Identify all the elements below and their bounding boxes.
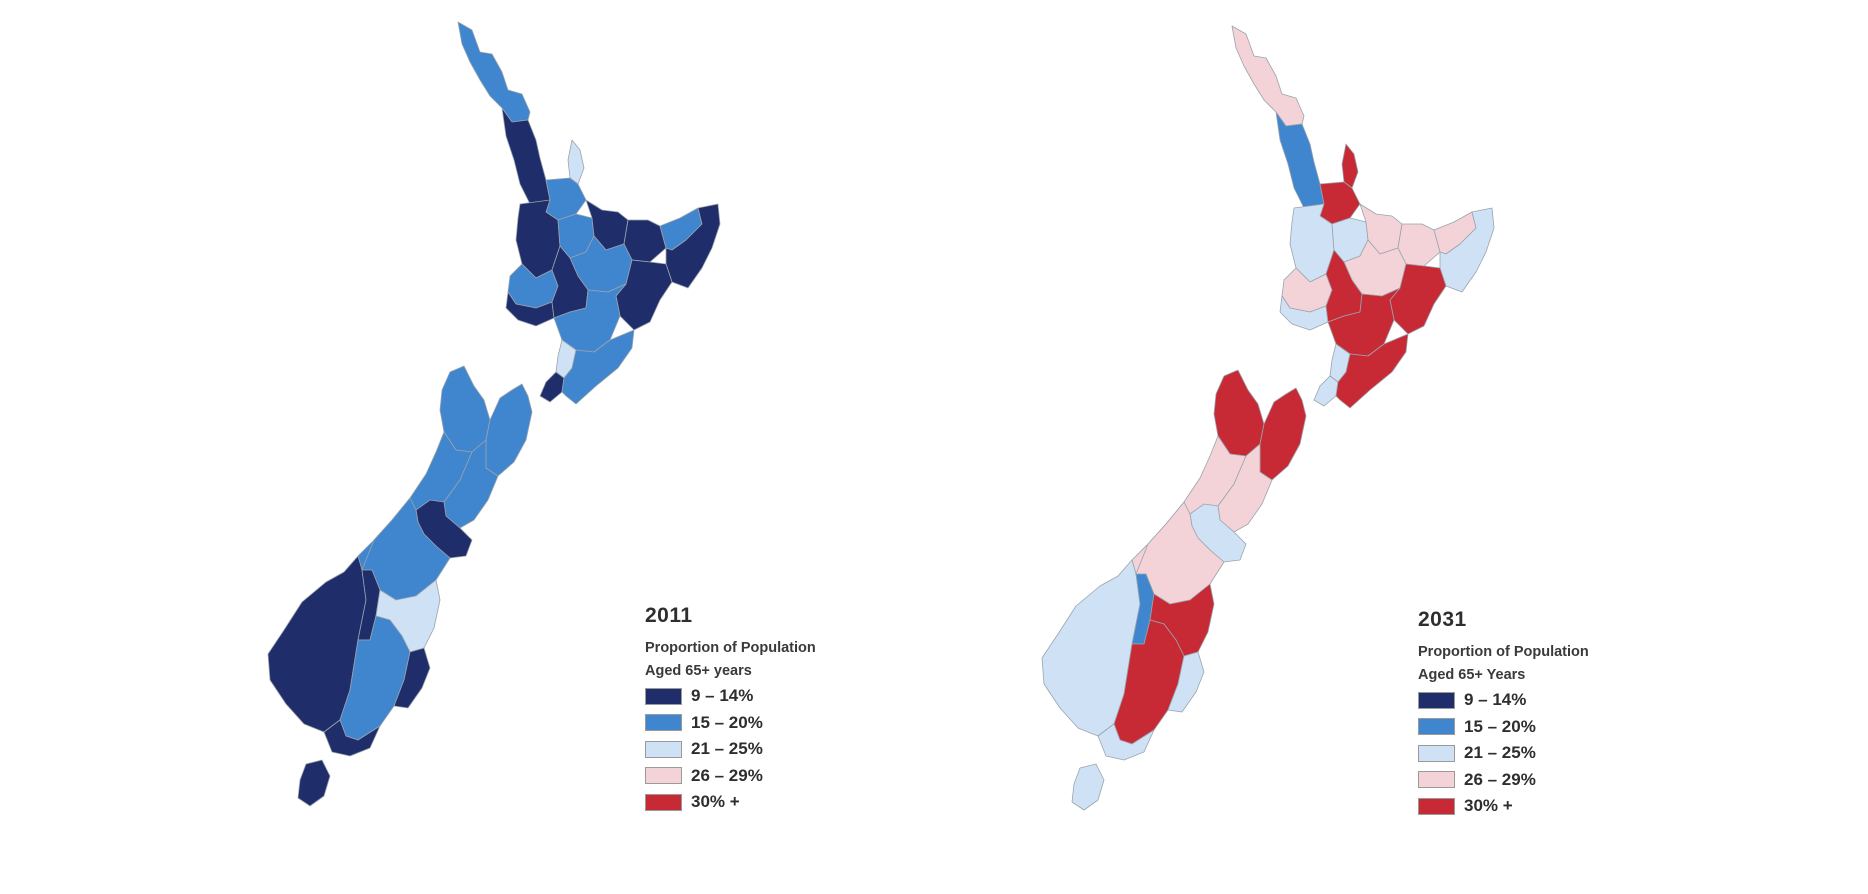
legend-item: 9 – 14% [1418, 687, 1589, 714]
legend-subtitle-line1: Proportion of Population [645, 640, 816, 656]
region-wairarapa [561, 329, 635, 405]
region-southland [1097, 723, 1155, 761]
region-coromandel [567, 139, 585, 185]
legend-subtitle-line2: Aged 65+ years [645, 663, 752, 679]
swatch-15-20 [645, 714, 682, 732]
nz-map-2011 [267, 21, 721, 807]
region-hauraki [545, 177, 587, 221]
region-marlborough [485, 383, 533, 477]
swatch-30-plus [1418, 797, 1455, 815]
nz-map-2031 [1041, 25, 1495, 811]
legend-item: 26 – 29% [645, 763, 816, 790]
region-wellington [1313, 375, 1339, 407]
swatch-9-14 [1418, 691, 1455, 709]
legend-label: 9 – 14% [1464, 690, 1527, 710]
legend-label: 15 – 20% [1464, 716, 1536, 736]
region-northland [457, 21, 531, 123]
legend-label: 9 – 14% [691, 686, 754, 706]
region-northland [1231, 25, 1305, 127]
legend-label: 30% + [691, 792, 740, 812]
legend-subtitle-line2: Aged 65+ Years [1418, 667, 1526, 683]
region-stewart-island [297, 759, 331, 807]
legend-subtitle-line1: Proportion of Population [1418, 644, 1589, 660]
legend-item: 30% + [645, 789, 816, 816]
map-2011 [240, 0, 880, 840]
region-wellington [539, 371, 565, 403]
region-dunedin [1167, 651, 1205, 713]
swatch-26-29 [1418, 771, 1455, 789]
region-central-otago [1113, 619, 1185, 745]
swatch-30-plus [645, 793, 682, 811]
region-coromandel [1341, 143, 1359, 189]
region-southland [323, 719, 381, 757]
region-central-otago [339, 615, 411, 741]
legend-item: 15 – 20% [1418, 714, 1589, 741]
swatch-21-25 [1418, 744, 1455, 762]
legend-item: 30% + [1418, 793, 1589, 820]
legend-item: 21 – 25% [1418, 740, 1589, 767]
region-marlborough [1259, 387, 1307, 481]
legend-label: 21 – 25% [1464, 743, 1536, 763]
legend-label: 30% + [1464, 796, 1513, 816]
region-canterbury-north [443, 439, 499, 529]
legend-year: 2011 [645, 604, 693, 627]
region-auckland [1275, 111, 1325, 209]
legend-item: 26 – 29% [1418, 767, 1589, 794]
legend-2011: 2011 Proportion of Population Aged 65+ y… [645, 604, 816, 816]
legend-item: 21 – 25% [645, 736, 816, 763]
legend-label: 26 – 29% [691, 765, 763, 785]
region-canterbury-north [1217, 443, 1273, 533]
swatch-26-29 [645, 767, 682, 785]
region-dunedin [393, 647, 431, 709]
region-auckland [501, 107, 551, 205]
legend-label: 21 – 25% [691, 739, 763, 759]
legend-2031: 2031 Proportion of Population Aged 65+ Y… [1418, 608, 1589, 820]
legend-year: 2031 [1418, 608, 1467, 631]
region-wairarapa [1335, 333, 1409, 409]
swatch-9-14 [645, 687, 682, 705]
swatch-15-20 [1418, 718, 1455, 736]
swatch-21-25 [645, 740, 682, 758]
region-hauraki [1319, 181, 1361, 225]
legend-item: 9 – 14% [645, 683, 816, 710]
legend-label: 15 – 20% [691, 712, 763, 732]
map-2031 [1010, 0, 1650, 840]
region-stewart-island [1071, 763, 1105, 811]
legend-item: 15 – 20% [645, 710, 816, 737]
legend-label: 26 – 29% [1464, 769, 1536, 789]
